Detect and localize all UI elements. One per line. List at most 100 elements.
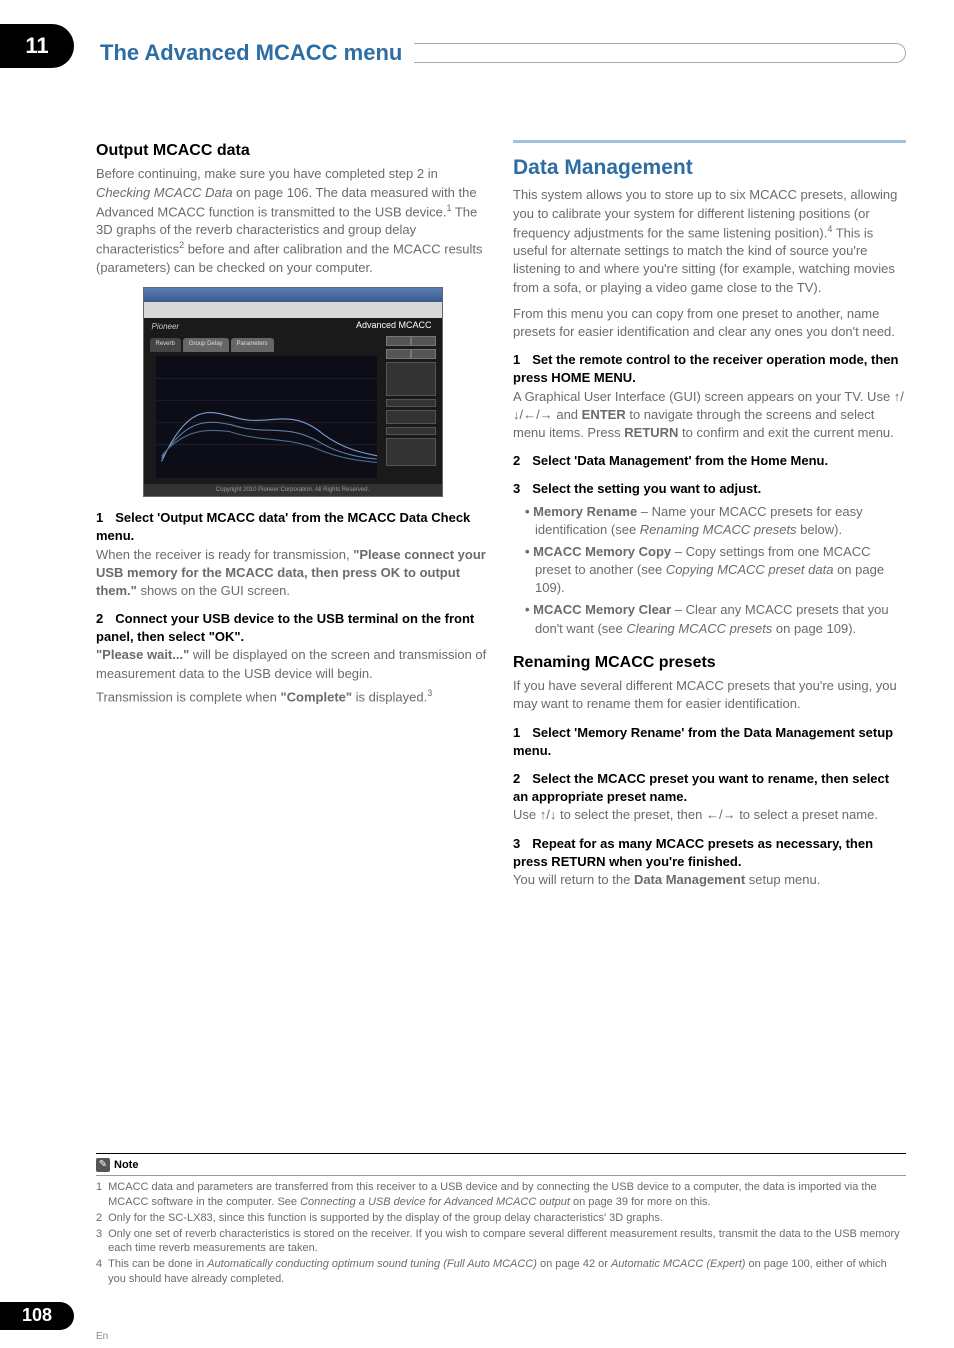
text-bold: RETURN [624,425,678,440]
note-label: Note [114,1158,138,1173]
content-columns: Output MCACC data Before continuing, mak… [96,140,906,893]
text: A Graphical User Interface (GUI) screen … [513,389,894,404]
step-text: Set the remote control to the receiver o… [513,352,898,385]
text-italic: Clearing MCACC presets [626,621,772,636]
chapter-title-rule [414,43,906,63]
right-step-1: 1Set the remote control to the receiver … [513,351,906,387]
bullet-1: Memory Rename – Name your MCACC presets … [525,503,906,539]
page-number-tab: 108 [0,1302,74,1330]
screenshot-tab: Group Delay [183,338,229,352]
text-italic: Renaming MCACC presets [640,522,797,537]
footnote-rule [96,1153,906,1154]
left-step-2-body2: Transmission is complete when "Complete"… [96,687,489,707]
text: Before continuing, make sure you have co… [96,166,438,181]
left-intro: Before continuing, make sure you have co… [96,165,489,277]
right-step-3: 3Select the setting you want to adjust. [513,480,906,498]
left-heading: Output MCACC data [96,140,489,162]
screenshot-side-panel [386,336,436,476]
text-italic: Checking MCACC Data [96,185,233,200]
note-label-row: ✎ Note [96,1158,906,1173]
text: below). [797,522,843,537]
rename-step-1: 1Select 'Memory Rename' from the Data Ma… [513,724,906,760]
text-italic: Automatic MCACC (Expert) [611,1258,745,1270]
left-step-1-body: When the receiver is ready for transmiss… [96,546,489,601]
text: to select the preset, then [556,807,706,822]
footnote-4: 4 This can be done in Automatically cond… [96,1257,906,1287]
brand-label: Pioneer [152,321,180,332]
step-text: Select 'Output MCACC data' from the MCAC… [96,510,470,543]
right-p1: This system allows you to store up to si… [513,186,906,296]
step-text: Repeat for as many MCACC presets as nece… [513,836,873,869]
step-text: Select 'Memory Rename' from the Data Man… [513,725,893,758]
text: Transmission is complete when [96,689,280,704]
bullet-3: MCACC Memory Clear – Clear any MCACC pre… [525,601,906,637]
text-bold: Memory Rename [533,504,637,519]
fn-num: 3 [96,1227,102,1257]
sub-intro: If you have several different MCACC pres… [513,677,906,713]
text-italic: Connecting a USB device for Advanced MCA… [300,1196,570,1208]
step-text: Select the MCACC preset you want to rena… [513,771,889,804]
chapter-title: The Advanced MCACC menu [100,38,402,69]
screenshot-tab: Reverb [150,338,181,352]
text-bold: Data Management [634,872,745,887]
step-text: Select the setting you want to adjust. [532,481,761,496]
fn-text: Only for the SC-LX83, since this functio… [108,1211,906,1226]
text: When the receiver is ready for transmiss… [96,547,353,562]
text-italic: Copying MCACC preset data [666,562,834,577]
window-titlebar [144,288,442,302]
text: setup menu. [745,872,820,887]
footnotes-section: ✎ Note 1 MCACC data and parameters are t… [96,1153,906,1288]
text-italic: Automatically conducting optimum sound t… [207,1258,537,1270]
right-column: Data Management This system allows you t… [513,140,906,893]
left-step-2: 2Connect your USB device to the USB term… [96,610,489,646]
sup: 3 [427,688,432,698]
brand-right-label: Advanced MCACC [356,319,432,332]
fn-num: 1 [96,1180,102,1210]
footnote-1: 1 MCACC data and parameters are transfer… [96,1180,906,1210]
rename-step-3-body: You will return to the Data Management s… [513,871,906,889]
note-icon: ✎ [96,1158,110,1172]
chapter-header: 11 [0,24,74,68]
left-column: Output MCACC data Before continuing, mak… [96,140,489,893]
text: Use [513,807,540,822]
text: on page 42 or [537,1258,611,1270]
bullet-2: MCACC Memory Copy – Copy settings from o… [525,543,906,598]
arrow-icon: ↑/↓ [540,807,557,822]
text-bold: "Complete" [280,689,352,704]
screenshot-tab: Parameters [231,338,274,352]
text: is displayed. [352,689,427,704]
step-text: Select 'Data Management' from the Home M… [532,453,828,468]
fn-text: MCACC data and parameters are transferre… [108,1180,906,1210]
left-step-1: 1Select 'Output MCACC data' from the MCA… [96,509,489,545]
text: on page 109). [772,621,856,636]
fn-num: 4 [96,1257,102,1287]
text: You will return to the [513,872,634,887]
footnote-rule-thin [96,1175,906,1176]
window-toolbar [144,302,442,318]
text: and [553,407,582,422]
right-p2: From this menu you can copy from one pre… [513,305,906,341]
right-heading: Data Management [513,153,906,182]
text-bold: ENTER [582,407,626,422]
reverb-graph [156,356,378,478]
text-bold: "Please wait..." [96,647,189,662]
rename-step-2-body: Use ↑/↓ to select the preset, then ←/→ t… [513,806,906,824]
fn-num: 2 [96,1211,102,1226]
software-screenshot: Pioneer Advanced MCACC Reverb Group Dela… [143,287,443,497]
footnote-2: 2 Only for the SC-LX83, since this funct… [96,1211,906,1226]
screenshot-footer: Copyright 2010 Pioneer Corporation. All … [144,484,442,496]
right-step-1-body: A Graphical User Interface (GUI) screen … [513,388,906,443]
text: to confirm and exit the current menu. [678,425,893,440]
section-rule [513,140,906,143]
left-step-2-body: "Please wait..." will be displayed on th… [96,646,489,682]
chapter-title-row: The Advanced MCACC menu [100,38,906,69]
sub-heading: Renaming MCACC presets [513,652,906,674]
text: to select a preset name. [736,807,878,822]
text-bold: MCACC Memory Copy [533,544,671,559]
right-step-2: 2Select 'Data Management' from the Home … [513,452,906,470]
text: shows on the GUI screen. [137,583,290,598]
footnote-3: 3 Only one set of reverb characteristics… [96,1227,906,1257]
rename-step-3: 3Repeat for as many MCACC presets as nec… [513,835,906,871]
step-text: Connect your USB device to the USB termi… [96,611,474,644]
text: on page 39 for more on this. [570,1196,711,1208]
